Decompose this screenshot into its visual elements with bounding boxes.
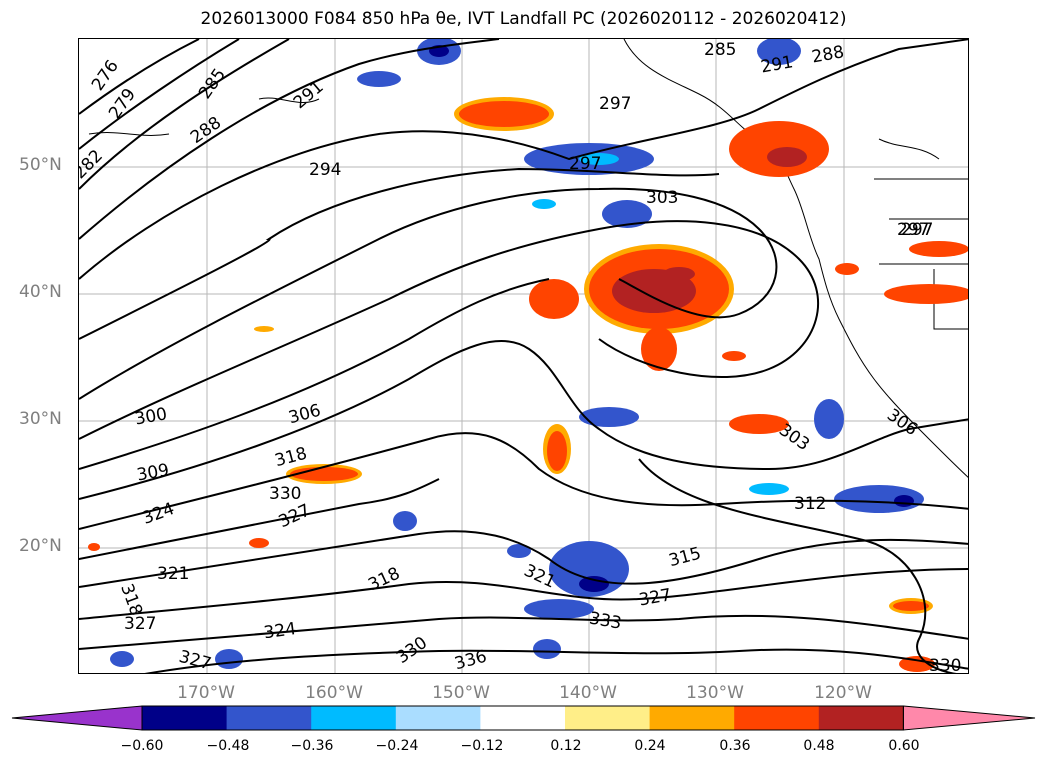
colorbar [11, 705, 1036, 731]
colorbar-tick-label: 0.36 [719, 738, 751, 754]
contour-label: 327 [276, 500, 314, 532]
colorbar-cell [311, 706, 397, 730]
contour-label: 297 [599, 94, 631, 114]
colorbar-cell [734, 706, 820, 730]
contour-label: 300 [133, 404, 168, 429]
contour-label: 276 [88, 57, 123, 95]
contour-label: 303 [646, 188, 678, 208]
lat-label-50n: 50°N [19, 155, 62, 175]
contour-label: 309 [135, 460, 170, 485]
colorbar-tick-label: 0.60 [888, 738, 920, 754]
contour-label: 297 [569, 154, 601, 174]
contour-label: 294 [309, 160, 341, 180]
contour-label: 324 [263, 619, 298, 643]
contour-label: 318 [365, 564, 403, 596]
contour-label: 288 [810, 42, 845, 67]
contour-label: 318 [116, 581, 146, 618]
lat-label-20n: 20°N [19, 536, 62, 556]
lon-label-160w: 160°W [305, 683, 363, 703]
colorbar-tick-label: −0.48 [206, 738, 250, 754]
lon-label-170w: 170°W [177, 683, 235, 703]
contour-label: 327 [124, 614, 156, 634]
colorbar-cell [649, 706, 735, 730]
colorbar-tick-label: 0.24 [634, 738, 666, 754]
colorbar-tick-label: 0.48 [803, 738, 835, 754]
colorbar-extend-high [902, 705, 1036, 731]
contour-label: 330 [393, 633, 431, 668]
contour-label: 291 [759, 52, 794, 77]
positive-pc-shading [88, 97, 968, 672]
contour-label: 285 [704, 40, 736, 60]
coastlines [88, 39, 968, 478]
contour-label: 333 [588, 608, 623, 633]
lon-label-150w: 150°W [432, 683, 490, 703]
contour-label: 297 [901, 220, 933, 240]
colorbar-cell [818, 706, 904, 730]
contour-label: 324 [140, 499, 177, 529]
map-title: 2026013000 F084 850 hPa θe, IVT Landfall… [200, 9, 847, 29]
contour-label: 327 [177, 647, 214, 674]
contour-label: 312 [794, 494, 826, 514]
contour-label: 282 [79, 146, 107, 183]
theta-e-contours [79, 39, 968, 673]
colorbar-cell [142, 706, 228, 730]
colorbar-cell [480, 706, 566, 730]
contour-label: 297 [897, 220, 929, 240]
contour-labels: 276 279 282 285 288 291 294 297 297 297 … [79, 40, 961, 674]
contour-label: 330 [269, 484, 301, 504]
colorbar-extend-low [11, 705, 143, 731]
map-panel: 276 279 282 285 288 291 294 297 297 297 … [78, 38, 969, 674]
colorbar-cell [226, 706, 312, 730]
contour-label: 285 [195, 65, 230, 103]
colorbar-cell [565, 706, 651, 730]
lat-label-30n: 30°N [19, 409, 62, 429]
lon-label-120w: 120°W [814, 683, 872, 703]
lat-label-40n: 40°N [19, 282, 62, 302]
contour-label: 321 [157, 564, 189, 584]
map-canvas: 276 279 282 285 288 291 294 297 297 297 … [79, 39, 968, 674]
contour-label: 327 [637, 585, 672, 610]
colorbar-frame [141, 705, 904, 731]
colorbar-cell [395, 706, 481, 730]
colorbar-tick-label: −0.24 [375, 738, 419, 754]
colorbar-tick-label: −0.36 [290, 738, 334, 754]
contour-label: 291 [290, 77, 328, 113]
contour-label: 330 [929, 656, 961, 674]
lon-label-140w: 140°W [559, 683, 617, 703]
colorbar-tick-label: −0.60 [120, 738, 164, 754]
contour-label: 306 [286, 401, 323, 429]
colorbar-tick-label: −0.12 [460, 738, 504, 754]
colorbar-tick-label: 0.12 [550, 738, 582, 754]
lon-label-130w: 130°W [686, 683, 744, 703]
